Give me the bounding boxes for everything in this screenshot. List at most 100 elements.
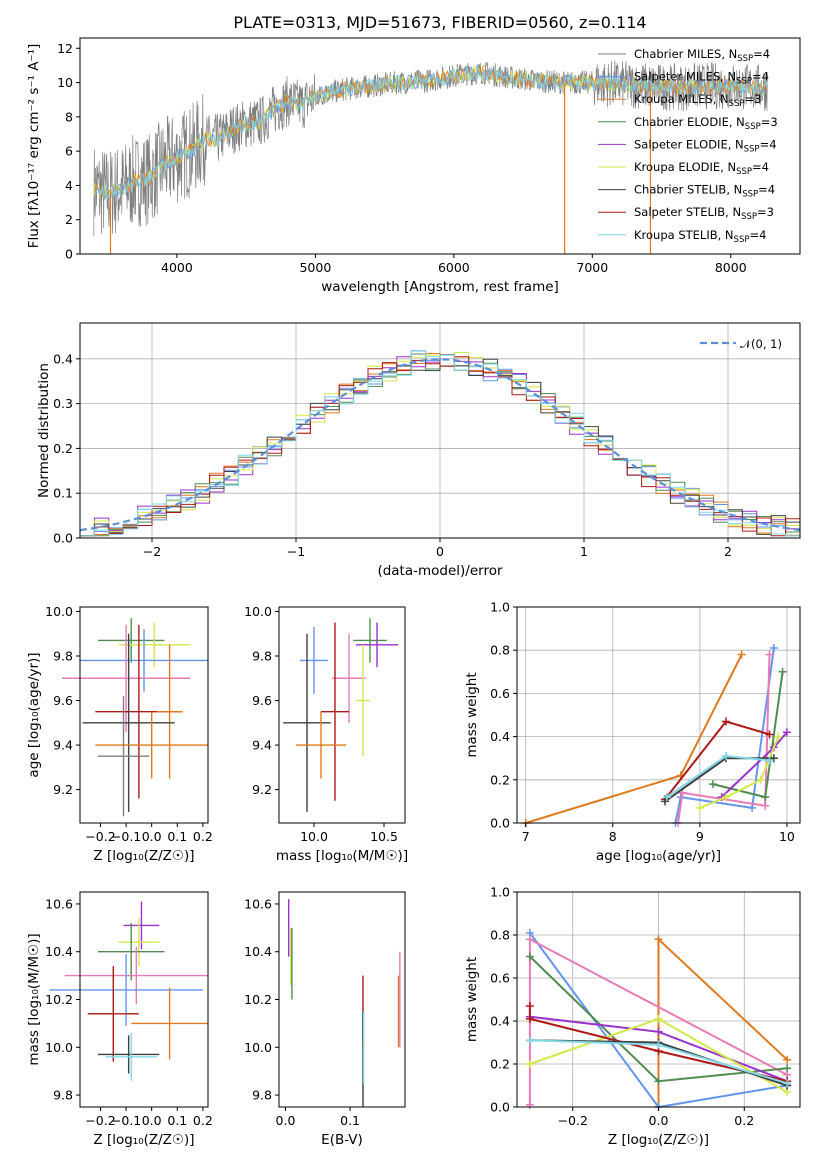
residuals-xlabel: (data-model)/error bbox=[377, 563, 503, 579]
mass_vs_Z-xtick-label: 0.1 bbox=[167, 1113, 187, 1128]
age_vs_Z-xtick-label: 0.2 bbox=[193, 829, 213, 844]
spectrum-plot bbox=[93, 60, 769, 254]
spectrum-xlabel: wavelength [Angstrom, rest frame] bbox=[321, 279, 559, 295]
residuals-xtick-label: −1 bbox=[287, 544, 305, 559]
mass_weight_vs_age-panel: 7 8 9 10 0.0 0.2 0.4 0.6 0.8 1.0 age [log₁₀(age/yr… bbox=[464, 600, 801, 864]
age_vs_mass-ytick-label: 9.8 bbox=[252, 648, 272, 663]
spectrum-frame bbox=[79, 37, 801, 255]
legend-label: Chabrier ELODIE, N bbox=[634, 115, 745, 129]
legend-tail: =4 bbox=[752, 160, 769, 174]
residuals-xtick-label: 0 bbox=[436, 544, 444, 559]
residuals-histogram bbox=[80, 354, 800, 537]
legend-sub: SSP bbox=[742, 190, 758, 200]
mass_weight_vs_Z-point-marker bbox=[525, 952, 534, 961]
legend-entry: Salpeter ELODIE, NSSP=4 bbox=[634, 137, 777, 154]
residuals-axes: −2 −1 0 1 2 0.0 0.1 0.2 0.3 0.4 (data-model)/error… bbox=[36, 322, 801, 579]
mass_weight_vs_age-ytick-label: 0.6 bbox=[490, 686, 510, 701]
residuals-ytick-label: 0.3 bbox=[53, 396, 73, 411]
mass_weight_vs_age-point-marker bbox=[769, 754, 778, 763]
figure-title: PLATE=0313, MJD=51673, FIBERID=0560, z=0… bbox=[233, 13, 646, 32]
mass_weight_vs_age-point-marker bbox=[778, 667, 787, 676]
age_vs_Z-xlabel: Z [log₁₀(Z/Z☉)] bbox=[93, 848, 194, 864]
age_vs_Z-ytick-label: 9.6 bbox=[53, 693, 73, 708]
legend-sub: SSP bbox=[741, 212, 757, 222]
spectrum-xtick-label: 5000 bbox=[299, 260, 331, 275]
residuals-xtick-label: 1 bbox=[580, 544, 588, 559]
mass_weight_vs_Z-xtick-label: −0.2 bbox=[558, 1113, 588, 1128]
spectrum-xtick-label: 4000 bbox=[161, 260, 193, 275]
mass_weight_vs_Z-point-marker bbox=[654, 1040, 663, 1049]
legend-entry: Kroupa MILES, NSSP=3 bbox=[634, 92, 761, 109]
mass_weight_vs_Z-ytick-label: 0.8 bbox=[490, 928, 510, 943]
mass_vs_Z-ytick-label: 10.2 bbox=[45, 992, 73, 1007]
mass_weight_vs_age-point-marker bbox=[761, 793, 770, 802]
mass_vs_ebv-xtick-label: 0.0 bbox=[276, 1113, 296, 1128]
legend-label: Kroupa STELIB, N bbox=[634, 228, 734, 242]
mass_weight_vs_Z-point-marker bbox=[525, 935, 534, 944]
mass_weight_vs_Z-ytick-label: 1.0 bbox=[490, 885, 510, 900]
mass_weight_vs_age-ytick-label: 0.4 bbox=[490, 729, 510, 744]
mass_weight_vs_age-point-marker bbox=[721, 793, 730, 802]
age_vs_Z-ytick-label: 9.2 bbox=[53, 782, 73, 797]
mass_vs_Z-xtick-label: −0.2 bbox=[85, 1113, 115, 1128]
legend-sub: SSP bbox=[745, 122, 761, 132]
legend-label: Salpeter MILES, N bbox=[634, 70, 736, 84]
mass_weight_vs_Z-ytick-label: 0.6 bbox=[490, 971, 510, 986]
age_vs_Z-axes: −0.2−0.1 0.0 0.1 0.2 9.2 9.4 9.6 9.8 10.0 Z [log₁… bbox=[26, 604, 213, 864]
mass_weight_vs_Z-point-marker bbox=[783, 1055, 792, 1064]
mass_weight_vs_Z-point-marker bbox=[525, 1060, 534, 1068]
legend-tail: =4 bbox=[752, 70, 769, 84]
spectrum-panel: 4000 5000 6000 7000 8000 0 2 4 6 8 10 12 wavelength … bbox=[26, 37, 801, 295]
age_vs_Z-plot bbox=[62, 618, 208, 817]
mass_weight_vs_age-point-marker bbox=[662, 793, 671, 802]
residuals-ytick-label: 0.2 bbox=[53, 441, 73, 456]
mass_vs_Z-xtick-label: 0.0 bbox=[142, 1113, 162, 1128]
mass_vs_ebv-ytick-label: 9.8 bbox=[252, 1088, 272, 1103]
mass_weight_vs_age-point-marker bbox=[721, 717, 730, 726]
legend-entry: Chabrier MILES, NSSP=4 bbox=[634, 47, 770, 64]
mass_weight_vs_age-xtick-label: 7 bbox=[522, 829, 530, 844]
mass_weight_vs_Z-point-marker bbox=[525, 1036, 534, 1045]
mass_weight_vs_Z-point-marker bbox=[654, 1077, 663, 1086]
mass_weight_vs_age-point-marker bbox=[769, 644, 778, 653]
mass_weight_vs_age-series-line bbox=[674, 647, 775, 824]
mass_vs_Z-xtick-label: −0.1 bbox=[111, 1113, 141, 1128]
mass_vs_Z-plot bbox=[49, 901, 208, 1081]
mass_vs_Z-frame bbox=[79, 891, 209, 1108]
age_vs_Z-ytick-label: 10.0 bbox=[45, 604, 73, 619]
legend-sub: SSP bbox=[744, 144, 760, 154]
mass_weight_vs_Z-ytick-label: 0.2 bbox=[490, 1057, 510, 1072]
residuals-xtick-label: 2 bbox=[724, 544, 732, 559]
legend-entry: Chabrier STELIB, NSSP=4 bbox=[634, 183, 775, 200]
mass_weight_vs_Z-ytick-label: 0.4 bbox=[490, 1014, 510, 1029]
mass_vs_Z-ytick-label: 10.6 bbox=[45, 896, 73, 911]
age_vs_Z-xtick-label: 0.1 bbox=[167, 829, 187, 844]
mass_weight_vs_age-xlabel: age [log₁₀(age/yr)] bbox=[596, 848, 721, 864]
legend-tail: =4 bbox=[760, 137, 777, 151]
mass_weight_vs_age-point-marker bbox=[765, 756, 774, 765]
mass_vs_ebv-xlabel: E(B-V) bbox=[321, 1132, 363, 1148]
age_vs_mass-ytick-label: 9.6 bbox=[252, 693, 272, 708]
mass_weight_vs_age-point-marker bbox=[661, 797, 670, 806]
legend-entry: Kroupa STELIB, NSSP=4 bbox=[634, 228, 766, 245]
legend-gaussian-label: 𝒩(0, 1) bbox=[740, 337, 782, 351]
mass_vs_Z-xlabel: Z [log₁₀(Z/Z☉)] bbox=[93, 1132, 194, 1148]
mass_vs_ebv-ytick-label: 10.2 bbox=[244, 992, 272, 1007]
mass_weight_vs_age-point-marker bbox=[737, 650, 746, 659]
legend-tail: =3 bbox=[744, 92, 761, 106]
mass_vs_ebv-ytick-label: 10.4 bbox=[244, 944, 272, 959]
mass_vs_ebv-axes: 0.0 0.1 9.8 10.0 10.2 10.4 10.6 E(B-V) bbox=[244, 891, 406, 1148]
legend-label: Salpeter STELIB, N bbox=[634, 205, 741, 219]
age_vs_mass-frame bbox=[278, 606, 406, 824]
mass_vs_Z-panel: −0.2−0.1 0.0 0.1 0.2 9.8 10.0 10.2 10.4 10.6 Z [l… bbox=[26, 891, 213, 1148]
mass_vs_Z-ytick-label: 10.4 bbox=[45, 944, 73, 959]
mass_weight_vs_age-series-line bbox=[677, 654, 771, 824]
age_vs_mass-xlabel: mass [log₁₀(M/M☉)] bbox=[276, 848, 408, 864]
legend-label: Salpeter ELODIE, N bbox=[634, 137, 744, 151]
mass_vs_Z-ylabel: mass [log₁₀(M/M☉)] bbox=[26, 933, 42, 1065]
age_vs_Z-xtick-label: −0.1 bbox=[111, 829, 141, 844]
legend-tail: =4 bbox=[749, 228, 766, 242]
legend-label: Chabrier MILES, N bbox=[634, 47, 737, 61]
gaussian-curve bbox=[79, 358, 801, 532]
